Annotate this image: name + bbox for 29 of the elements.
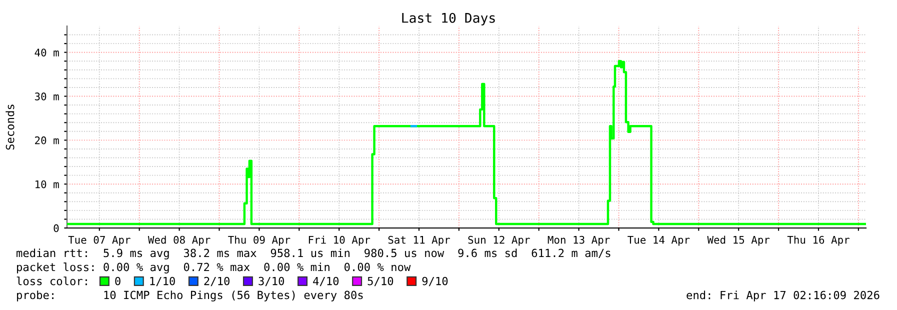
text: probe: 10 ICMP Echo Pings (56 Bytes) every 80s bbox=[17, 290, 363, 302]
x-tick-label: Wed 15 Apr bbox=[707, 236, 770, 246]
x-tick-label: Thu 09 Apr bbox=[228, 236, 290, 246]
x-tick-label: Sun 12 Apr bbox=[468, 236, 530, 246]
legend-label: 0 bbox=[115, 276, 120, 286]
legend-label: 9/10 bbox=[422, 276, 448, 286]
y-tick-label: 0 bbox=[54, 224, 59, 232]
legend-title: loss color: bbox=[16, 276, 87, 286]
legend-label: 2/10 bbox=[204, 276, 230, 286]
text: median rtt: 5.9 ms avg 38.2 ms max 958.1 us min 980.5 us now 9.6 ms sd 611.2 m am/s bbox=[16, 248, 610, 260]
y-tick-label: 30 m bbox=[34, 92, 59, 100]
legend-label: 3/10 bbox=[258, 276, 284, 286]
legend-label: 4/10 bbox=[313, 276, 339, 286]
legend-label: 1/10 bbox=[150, 276, 175, 286]
y-axis-title: Seconds bbox=[6, 104, 14, 150]
text: packet loss: 0.00 % avg 0.72 % max 0.00 % min 0.00 % now bbox=[17, 262, 411, 274]
y-tick-label: 10 m bbox=[36, 180, 59, 188]
chart-title: Last 10 Days bbox=[402, 12, 495, 26]
x-tick-label: Sat 11 Apr bbox=[388, 236, 450, 246]
x-tick-label: Tue 07 Apr bbox=[68, 236, 130, 246]
x-tick-label: Tue 14 Apr bbox=[628, 236, 690, 246]
x-tick-label: Mon 13 Apr bbox=[548, 236, 610, 246]
x-tick-label: Thu 16 Apr bbox=[787, 236, 850, 246]
text: end: Fri Apr 17 02:16:09 2026 bbox=[686, 290, 880, 302]
y-tick-label: 20 m bbox=[35, 136, 59, 144]
y-tick-label: 40 m bbox=[34, 48, 59, 56]
legend-label: 5/10 bbox=[368, 276, 394, 286]
x-tick-label: Fri 10 Apr bbox=[308, 236, 370, 246]
x-tick-label: Wed 08 Apr bbox=[148, 236, 210, 246]
